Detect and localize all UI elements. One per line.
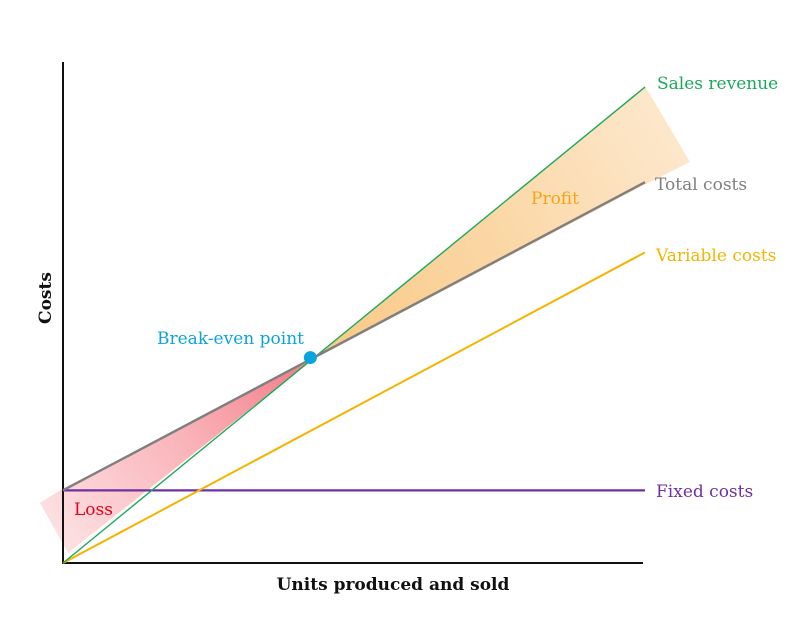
loss-label: Loss: [74, 500, 113, 520]
variable-costs-line: [62, 251, 646, 564]
profit-label: Profit: [531, 189, 579, 209]
fixed-costs-label: Fixed costs: [656, 482, 753, 502]
break-even-point-label: Break-even point: [157, 329, 304, 349]
sales-revenue-label: Sales revenue: [657, 74, 778, 94]
variable-costs-label: Variable costs: [655, 246, 776, 266]
profit-region: [312, 86, 690, 360]
x-axis-title: Units produced and sold: [277, 575, 510, 595]
sales-revenue-line: [62, 86, 646, 564]
total-costs-label: Total costs: [655, 175, 747, 195]
break-even-point-marker: [303, 351, 317, 365]
y-axis-title: Costs: [36, 272, 56, 324]
loss-region: [40, 360, 312, 553]
total-costs-line: [62, 181, 646, 492]
